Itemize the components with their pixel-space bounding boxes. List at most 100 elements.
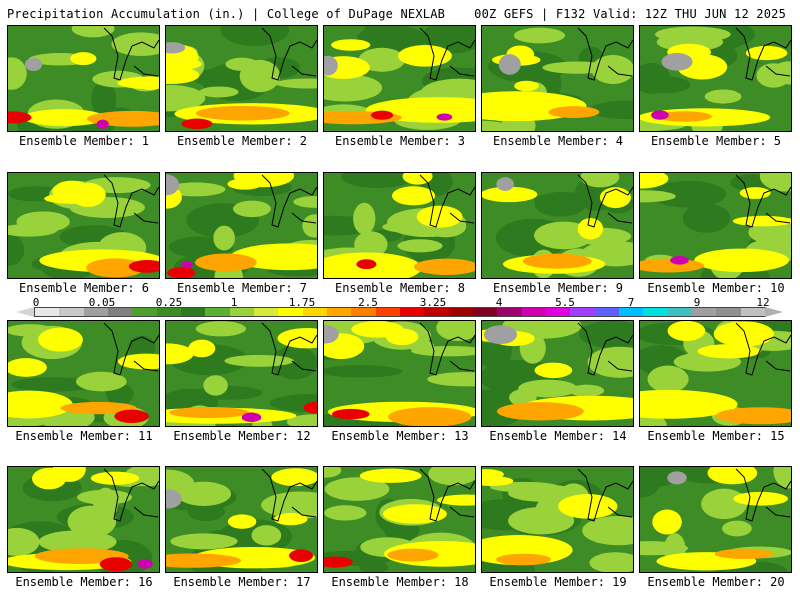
light-precip-area	[195, 321, 246, 337]
colorbar-swatch	[424, 308, 449, 316]
colorbar-swatch	[545, 308, 571, 316]
member-map-14	[481, 320, 634, 427]
member-caption-4: Ensemble Member: 4	[492, 134, 624, 148]
member-panel-11[interactable]: Ensemble Member: 11	[7, 320, 160, 448]
moderate-precip-area	[482, 186, 538, 203]
light-precip-area	[650, 180, 727, 208]
moderate-precip-area	[558, 494, 618, 519]
moderate-precip-area	[534, 362, 573, 379]
heavy-precip-band	[522, 253, 592, 269]
light-precip-area	[587, 100, 633, 120]
member-panel-8[interactable]: Ensemble Member: 8	[323, 172, 476, 300]
moderate-precip-area	[359, 468, 422, 483]
light-precip-area	[759, 173, 791, 192]
precip-field	[166, 26, 317, 131]
light-precip-area	[411, 345, 475, 357]
light-precip-area	[589, 552, 633, 572]
member-panel-3[interactable]: Ensemble Member: 3	[323, 25, 476, 153]
member-panel-17[interactable]: Ensemble Member: 17	[165, 466, 318, 594]
moderate-precip-area	[667, 321, 706, 341]
heavy-precip-band	[496, 553, 552, 566]
member-map-12	[165, 320, 318, 427]
light-precip-area	[324, 467, 342, 478]
member-caption-11: Ensemble Member: 11	[15, 429, 153, 443]
member-panel-12[interactable]: Ensemble Member: 12	[165, 320, 318, 448]
moderate-precip-area	[188, 339, 216, 358]
member-panel-18[interactable]: Ensemble Member: 18	[323, 466, 476, 594]
colorbar-swatch	[180, 308, 206, 316]
member-caption-6: Ensemble Member: 6	[18, 281, 150, 295]
member-caption-14: Ensemble Member: 14	[489, 429, 627, 443]
heavy-precip-core	[289, 549, 313, 562]
moderate-precip-area	[640, 173, 669, 189]
member-panel-13[interactable]: Ensemble Member: 13	[323, 320, 476, 448]
member-panel-5[interactable]: Ensemble Member: 5	[639, 25, 792, 153]
precip-field	[482, 26, 633, 131]
member-panel-14[interactable]: Ensemble Member: 14	[481, 320, 634, 448]
heavy-precip-core	[167, 267, 196, 278]
colorbar-strip	[34, 307, 766, 317]
member-caption-5: Ensemble Member: 5	[650, 134, 782, 148]
colorbar-swatch	[229, 308, 254, 316]
light-precip-area	[224, 354, 294, 367]
light-precip-area	[302, 214, 317, 238]
colorbar-swatch	[132, 308, 157, 316]
extreme-precip-core	[241, 412, 262, 423]
moderate-precip-area	[90, 471, 140, 485]
great-lakes-outline	[577, 322, 633, 376]
colorbar-swatch	[326, 308, 352, 316]
member-caption-18: Ensemble Member: 18	[331, 575, 469, 589]
member-panel-7[interactable]: Ensemble Member: 7	[165, 172, 318, 300]
member-panel-4[interactable]: Ensemble Member: 4	[481, 25, 634, 153]
extreme-precip-core	[670, 256, 689, 265]
precip-field	[482, 467, 633, 572]
light-precip-area	[353, 202, 376, 235]
colorbar-swatch	[107, 308, 133, 316]
moderate-precip-area	[482, 469, 504, 480]
member-panel-6[interactable]: Ensemble Member: 6	[7, 172, 160, 300]
trace-precip-area	[667, 471, 687, 485]
precip-field	[640, 467, 791, 572]
light-precip-area	[436, 321, 475, 341]
great-lakes-outline	[735, 468, 791, 522]
member-panel-19[interactable]: Ensemble Member: 19	[481, 466, 634, 594]
moderate-precip-area	[732, 215, 791, 227]
moderate-precip-area	[745, 45, 788, 61]
member-map-5	[639, 25, 792, 132]
moderate-precip-area	[118, 353, 159, 370]
great-lakes-outline	[103, 27, 159, 81]
light-precip-area	[128, 335, 156, 360]
colorbar-swatch	[667, 308, 692, 316]
member-panel-15[interactable]: Ensemble Member: 15	[639, 320, 792, 448]
light-precip-area	[170, 533, 238, 550]
trace-precip-area	[24, 57, 43, 71]
great-lakes-outline	[419, 322, 475, 376]
colorbar-swatch	[35, 308, 60, 316]
precip-field	[482, 173, 633, 278]
member-map-4	[481, 25, 634, 132]
heavy-precip-band	[548, 106, 600, 118]
member-panel-1[interactable]: Ensemble Member: 1	[7, 25, 160, 153]
light-precip-area	[341, 173, 415, 188]
member-panel-16[interactable]: Ensemble Member: 16	[7, 466, 160, 594]
member-map-11	[7, 320, 160, 427]
moderate-precip-area	[382, 504, 447, 524]
member-caption-1: Ensemble Member: 1	[18, 134, 150, 148]
member-caption-7: Ensemble Member: 7	[176, 281, 308, 295]
heavy-precip-band	[714, 548, 774, 560]
member-panel-2[interactable]: Ensemble Member: 2	[165, 25, 318, 153]
member-panel-9[interactable]: Ensemble Member: 9	[481, 172, 634, 300]
member-panel-20[interactable]: Ensemble Member: 20	[639, 466, 792, 594]
light-precip-area	[533, 192, 607, 208]
trace-precip-area	[661, 52, 693, 71]
moderate-precip-area	[398, 45, 452, 67]
heavy-precip-band	[388, 407, 472, 426]
heavy-precip-band	[86, 258, 145, 278]
colorbar-swatch	[83, 308, 108, 316]
heavy-precip-core	[99, 557, 133, 572]
precip-field	[324, 467, 475, 572]
heavy-precip-core	[303, 401, 317, 414]
member-panel-10[interactable]: Ensemble Member: 10	[639, 172, 792, 300]
great-lakes-outline	[261, 322, 317, 376]
colorbar: 0 0.05 0.25 1 1.75 2.5 3.25 4 5.5 7 9 12	[0, 296, 800, 318]
